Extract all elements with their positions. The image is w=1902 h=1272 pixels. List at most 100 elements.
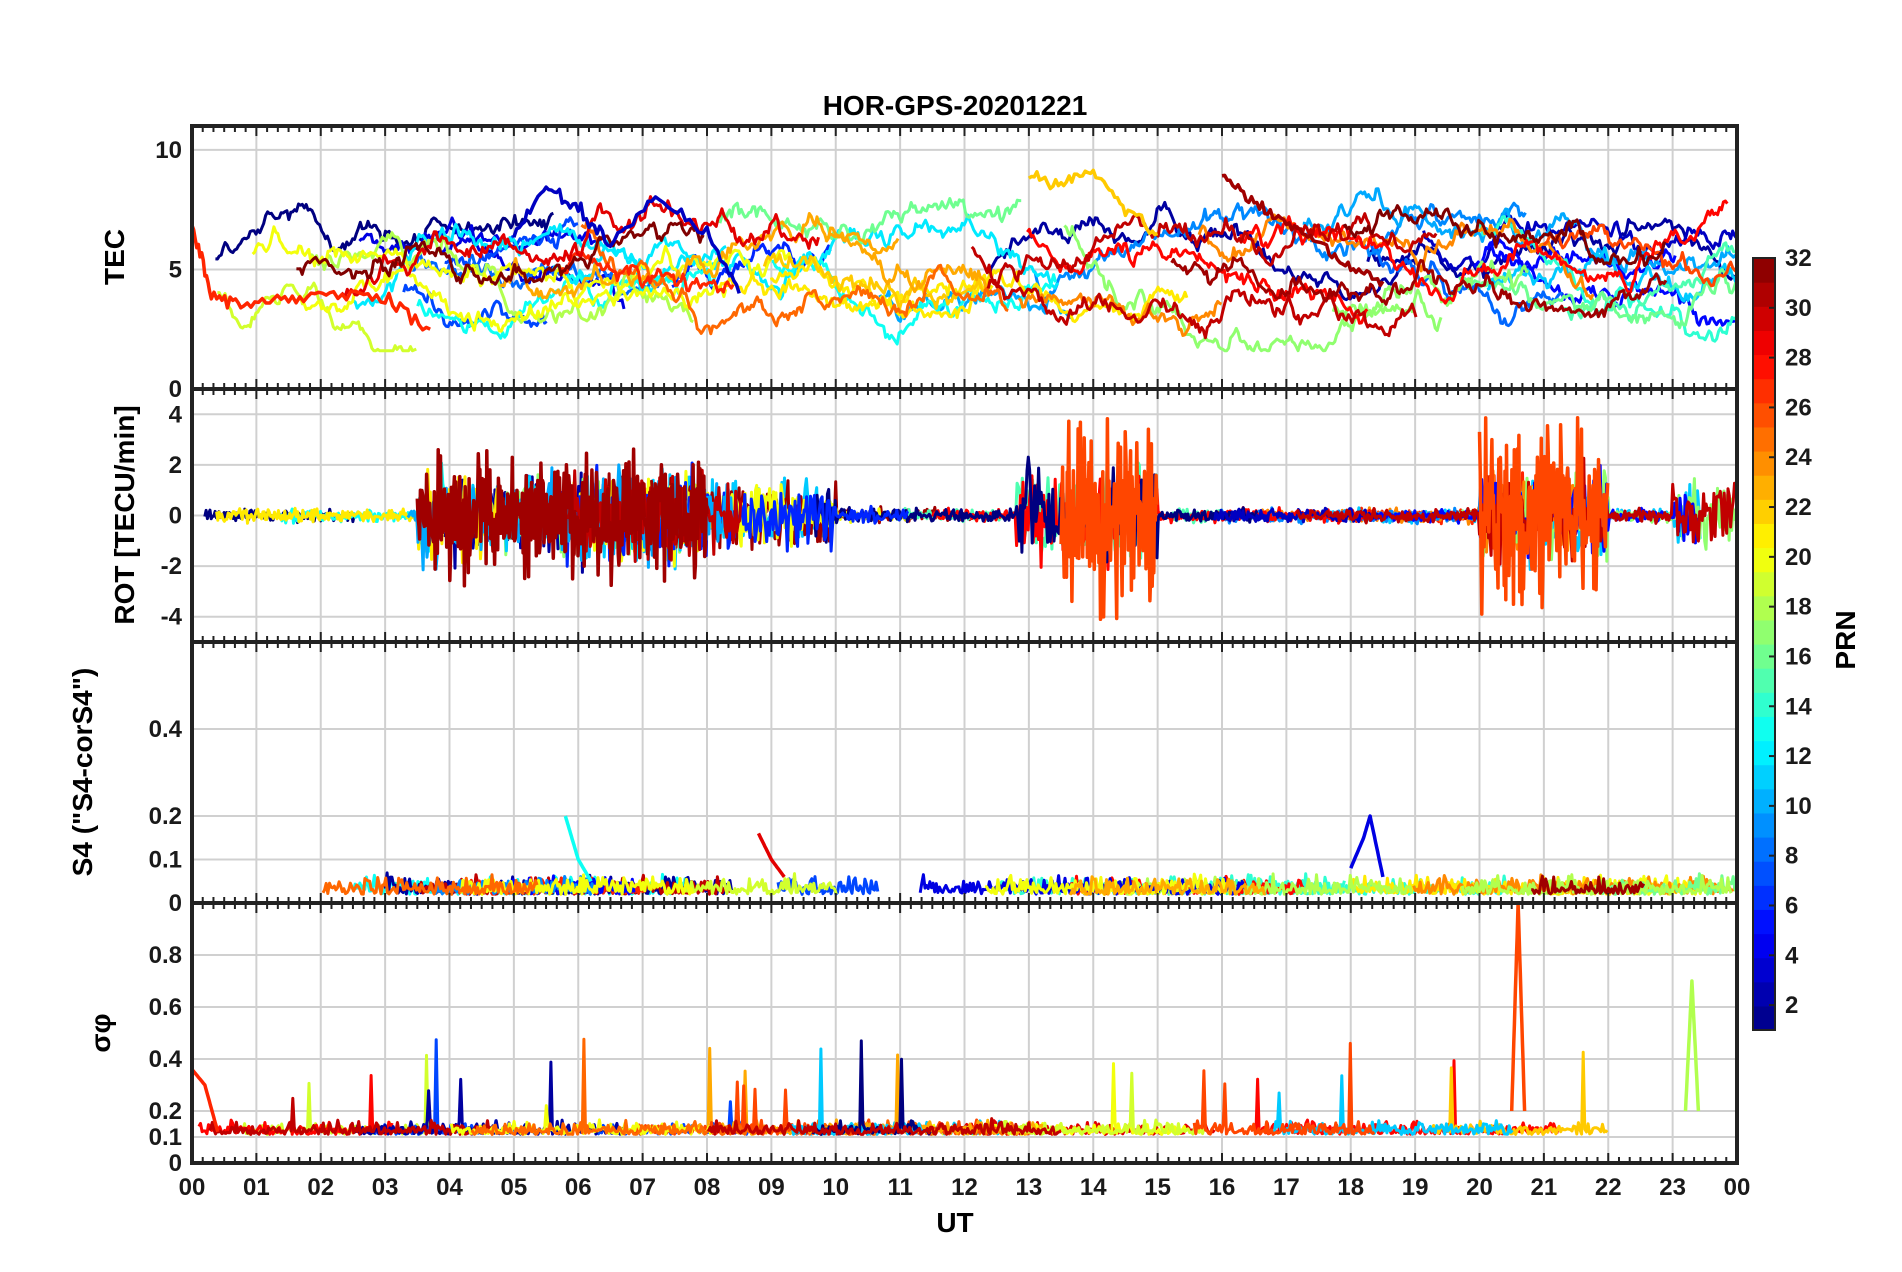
- colorbar-swatch: [1753, 378, 1775, 404]
- colorbar-swatch: [1753, 426, 1775, 452]
- series-line-prn-26: [1509, 903, 1527, 1112]
- colorbar-swatch: [1753, 282, 1775, 307]
- colorbar-tick-label: 16: [1785, 643, 1812, 670]
- colorbar-swatch: [1753, 668, 1775, 693]
- series-line-prn-15: [1563, 241, 1736, 323]
- x-tick-label: 10: [822, 1174, 849, 1201]
- x-tick-label: 07: [629, 1174, 656, 1201]
- panel-tec: 0 5 10: [155, 124, 1739, 403]
- series-line-prn-23: [499, 212, 900, 300]
- series-line-prn-25: [321, 873, 539, 896]
- series-line-prn-22: [762, 252, 992, 311]
- colorbar-swatch: [1753, 764, 1775, 790]
- series-line-prn-16: [718, 197, 1022, 245]
- y-tick-label: 0.6: [149, 994, 182, 1021]
- colorbar-tick-label: 14: [1785, 693, 1812, 720]
- colorbar-swatch: [1753, 475, 1775, 500]
- y-tick-label: -4: [161, 604, 183, 631]
- panel-sigma_phi: 00.10.2 0.4 0.6 0.8: [149, 901, 1739, 1177]
- x-tick-label: 23: [1659, 1174, 1686, 1201]
- y-tick-label: 0: [169, 890, 182, 917]
- x-tick-label: 03: [372, 1174, 399, 1201]
- series-line-prn-31: [1531, 874, 1646, 896]
- colorbar-tick-label: 6: [1785, 892, 1798, 919]
- colorbar-tick-label: 10: [1785, 793, 1812, 820]
- series-line-prn-16: [1458, 268, 1737, 330]
- y-tick-label: 10: [155, 137, 182, 164]
- series-line-prn-27: [192, 1068, 220, 1133]
- y-tick-label: 4: [169, 401, 183, 428]
- series-line-prn-31: [1170, 256, 1668, 319]
- y-axis-label-s4: S4 ("S4-corS4"): [67, 668, 98, 877]
- series-line-prn-22: [1027, 168, 1159, 237]
- series-line-prn-32: [1342, 204, 1667, 267]
- series-line-prn-30: [986, 212, 1438, 289]
- colorbar-swatch: [1753, 909, 1775, 935]
- x-tick-label: 06: [565, 1174, 592, 1201]
- x-tick-label: 14: [1080, 1174, 1107, 1201]
- x-tick-label: 08: [694, 1174, 721, 1201]
- colorbar-swatch: [1753, 981, 1775, 1007]
- colorbar-swatch: [1753, 812, 1775, 838]
- colorbar-swatch: [1753, 547, 1775, 573]
- y-axis-label-rot: ROT [TECU/min]: [109, 405, 140, 624]
- panel-sigma_phi-traces: [192, 903, 1701, 1136]
- colorbar-swatch: [1753, 330, 1775, 356]
- series-line-prn-19: [683, 872, 838, 896]
- series-line-prn-23: [1068, 875, 1266, 896]
- panel-rot-traces: [203, 416, 1737, 622]
- colorbar-swatch: [1753, 451, 1775, 476]
- series-line-prn-1: [215, 202, 554, 261]
- colorbar-tick-label: 32: [1785, 245, 1812, 272]
- series-line-prn-25: [580, 218, 1009, 336]
- series-line-prn-30: [970, 245, 1418, 340]
- x-tick-label: 15: [1144, 1174, 1171, 1201]
- colorbar-tick-label: 28: [1785, 345, 1812, 372]
- panel-s4: 0 0.1 0.2 0.4: [149, 640, 1739, 917]
- series-line-prn-2: [1366, 217, 1737, 281]
- colorbar-swatch: [1753, 402, 1775, 428]
- colorbar-swatch: [1753, 885, 1775, 910]
- series-line-prn-24: [1017, 292, 1223, 337]
- colorbar-swatch: [1753, 595, 1775, 621]
- y-axis-label-tec: TEC: [99, 229, 130, 285]
- x-tick-label: 11: [887, 1174, 912, 1201]
- series-line-prn-5: [1473, 238, 1677, 281]
- y-tick-label: 0: [169, 503, 182, 530]
- y-tick-label: -2: [161, 553, 182, 580]
- x-tick-label: 00: [179, 1174, 206, 1201]
- series-line-prn-25: [470, 1037, 752, 1136]
- x-tick-label: 01: [243, 1174, 270, 1201]
- colorbar-tick-label: 26: [1785, 394, 1812, 421]
- x-tick-label: 19: [1402, 1174, 1429, 1201]
- y-tick-label: 0.8: [149, 942, 182, 969]
- series-line-prn-30: [707, 1117, 1061, 1136]
- colorbar-swatch: [1753, 837, 1775, 862]
- series-line-prn-28: [1026, 227, 1369, 325]
- x-tick-label: 12: [951, 1174, 978, 1201]
- y-tick-label: 0: [169, 376, 182, 403]
- x-tick-label: 09: [758, 1174, 785, 1201]
- x-tick-label: 04: [436, 1174, 463, 1201]
- y-tick-label: 5: [169, 256, 182, 283]
- series-line-prn-26: [1059, 416, 1159, 622]
- colorbar-swatch: [1753, 933, 1775, 959]
- panel-rot: -4 -2 0 2 4: [161, 387, 1739, 644]
- x-tick-label: 20: [1466, 1174, 1493, 1201]
- colorbar-swatch: [1753, 1005, 1775, 1031]
- chart-title: HOR-GPS-20201221: [823, 90, 1088, 121]
- series-line-prn-17: [1331, 259, 1529, 320]
- series-line-prn-3: [512, 185, 741, 294]
- x-tick-label: 22: [1595, 1174, 1622, 1201]
- colorbar-swatch: [1753, 571, 1775, 597]
- colorbar-tick-label: 30: [1785, 295, 1812, 322]
- series-line-prn-3: [1213, 506, 1379, 524]
- x-tick-label: 05: [501, 1174, 528, 1201]
- colorbar-tick-label: 8: [1785, 843, 1798, 870]
- colorbar-tick-label: 22: [1785, 494, 1812, 521]
- colorbar-swatch: [1753, 619, 1775, 645]
- y-tick-label: 0.4: [149, 716, 183, 743]
- colorbar-swatch: [1753, 499, 1775, 524]
